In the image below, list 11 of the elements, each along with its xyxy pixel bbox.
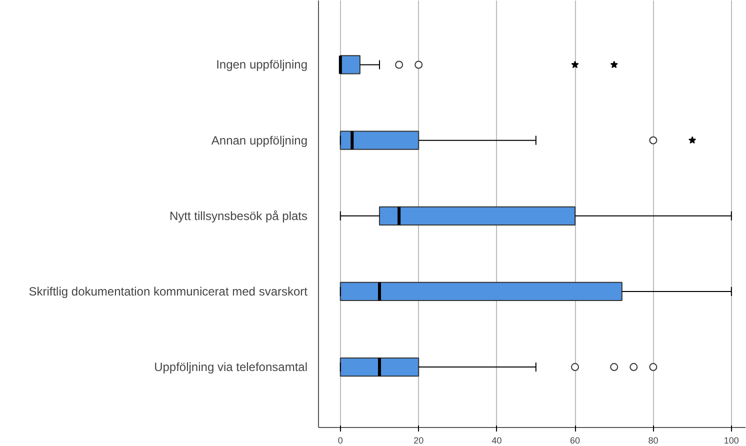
x-tick-label: 80 xyxy=(648,436,658,446)
x-tick-label: 60 xyxy=(570,436,580,446)
y-tick-label: Skriftlig dokumentation kommunicerat med svarskort xyxy=(28,284,308,298)
y-tick-label: Nytt tillsynsbesök på plats xyxy=(169,208,308,223)
x-tick-label: 100 xyxy=(724,436,739,446)
y-tick-label: Ingen uppföljning xyxy=(216,58,308,72)
x-tick-label: 40 xyxy=(492,436,502,446)
y-tick-label: Uppföljning via telefonsamtal xyxy=(154,360,308,374)
x-tick-label: 0 xyxy=(338,436,343,446)
x-tick-label: 20 xyxy=(414,436,424,446)
y-tick-label: Annan uppföljning xyxy=(211,133,308,148)
